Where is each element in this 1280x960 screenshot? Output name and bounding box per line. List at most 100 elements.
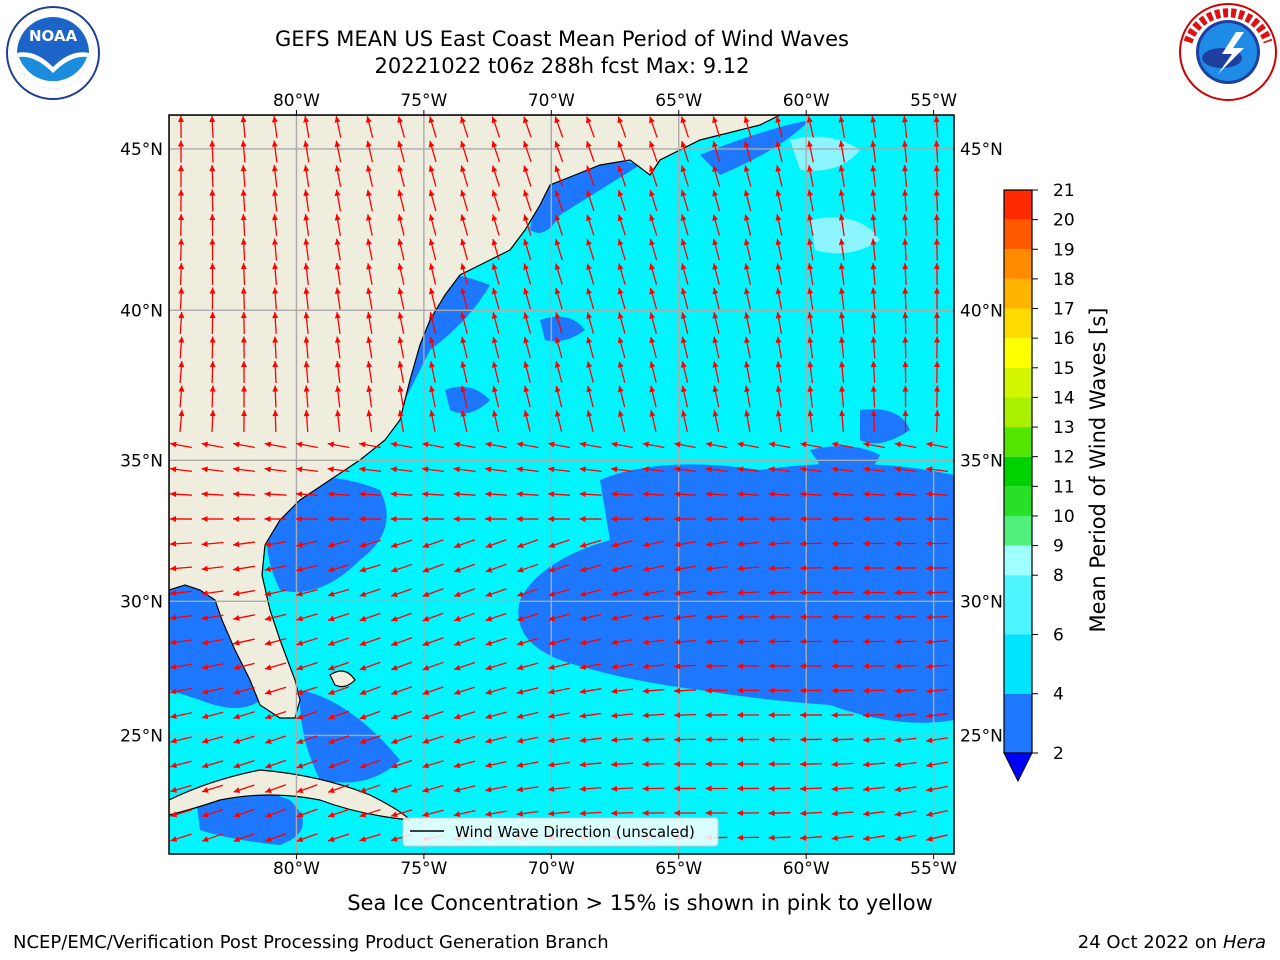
wind-arrow-head	[705, 614, 712, 621]
wind-arrow-head	[902, 312, 909, 319]
wind-arrow-head	[328, 689, 335, 696]
wind-arrow-head	[902, 287, 909, 294]
wind-arrow-head	[359, 466, 366, 473]
legend-label: Wind Wave Direction (unscaled)	[455, 823, 695, 841]
wind-arrow-head	[178, 287, 185, 294]
wind-arrow-head	[838, 263, 845, 270]
wind-arrow-head	[523, 312, 530, 319]
wind-arrow-head	[863, 736, 870, 743]
wind-arrow-head	[800, 687, 807, 694]
wind-arrow-head	[775, 116, 782, 123]
wind-arrow-head	[454, 664, 461, 671]
wind-arrow-head	[680, 312, 687, 319]
lon-tick-bottom: 70°W	[528, 859, 575, 879]
wind-arrow-head	[296, 811, 304, 818]
wind-arrow-head	[712, 287, 719, 295]
wind-arrow-head	[831, 515, 838, 522]
wind-arrow-head	[460, 116, 466, 124]
wind-arrow-head	[422, 786, 430, 793]
wind-arrow-head	[838, 165, 845, 172]
wind-arrow-head	[272, 336, 279, 343]
wind-arrow-head	[201, 590, 208, 597]
wind-arrow-head	[705, 687, 712, 694]
wind-arrow-head	[642, 515, 649, 522]
wind-arrow-head	[422, 491, 429, 498]
wind-arrow-head	[768, 540, 775, 547]
wind-arrow-head	[863, 687, 870, 694]
colorbar-tick-label: 2	[1053, 744, 1064, 764]
wind-arrow-head	[428, 189, 435, 197]
wind-arrow-head	[422, 466, 429, 473]
wind-arrow-head	[674, 491, 681, 498]
wind-arrow-head	[863, 466, 870, 473]
wind-arrow-head	[894, 466, 901, 473]
wind-arrow-head	[586, 190, 592, 197]
wind-arrow-head	[934, 336, 941, 343]
wind-arrow-head	[831, 441, 839, 448]
wind-arrow-head	[460, 385, 467, 393]
wind-arrow-head	[548, 591, 556, 597]
wind-arrow-head	[768, 761, 775, 768]
wind-arrow-head	[642, 761, 649, 768]
wind-arrow-head	[737, 736, 744, 743]
wind-arrow-head	[705, 491, 712, 498]
wind-arrow-head	[800, 834, 807, 841]
wind-arrow-head	[586, 263, 592, 271]
wind-arrow-head	[617, 361, 624, 368]
wind-arrow-head	[649, 141, 655, 148]
wind-arrow-head	[265, 738, 272, 744]
wind-arrow-head	[272, 410, 279, 417]
wind-arrow-head	[579, 737, 586, 744]
lon-tick-bottom: 65°W	[655, 859, 702, 879]
wind-arrow-head	[743, 116, 750, 124]
wind-arrow-head	[233, 441, 240, 448]
wind-arrow-head	[359, 664, 367, 671]
wind-arrow-head	[926, 761, 933, 768]
wind-arrow-head	[870, 116, 877, 123]
wind-arrow-head	[926, 786, 933, 793]
wind-arrow-head	[296, 590, 303, 597]
lat-tick-left: 35°N	[120, 451, 163, 471]
wind-arrow-head	[548, 712, 555, 719]
wind-arrow-head	[548, 542, 556, 548]
wind-arrow-head	[178, 361, 185, 368]
wind-arrow-head	[422, 615, 430, 622]
wind-arrow-head	[397, 238, 404, 246]
wind-arrow-head	[177, 140, 184, 147]
wind-arrow-head	[359, 441, 366, 448]
wind-arrow-head	[453, 713, 461, 720]
wind-arrow-head	[680, 287, 687, 295]
wind-arrow-head	[800, 466, 807, 473]
wind-arrow-head	[768, 785, 775, 792]
wind-arrow-head	[359, 738, 367, 745]
wind-arrow-head	[264, 664, 272, 671]
wind-arrow-head	[674, 541, 681, 548]
wind-arrow-head	[617, 336, 624, 344]
wind-arrow-head	[705, 761, 712, 768]
wind-arrow-head	[397, 165, 404, 172]
wind-arrow-head	[391, 787, 398, 793]
wind-arrow-head	[737, 810, 744, 817]
wind-arrow-head	[554, 361, 561, 368]
wind-arrow-head	[201, 713, 209, 720]
wind-arrow-head	[391, 713, 398, 720]
wind-arrow-head	[768, 810, 775, 817]
wind-arrow-head	[894, 810, 902, 817]
wind-arrow-head	[680, 336, 687, 344]
wind-arrow-head	[611, 761, 618, 768]
wind-arrow-head	[768, 614, 775, 621]
wind-arrow-head	[201, 565, 208, 572]
wind-arrow-head	[453, 737, 461, 744]
wind-arrow-head	[839, 410, 846, 417]
colorbar-segment	[1004, 693, 1032, 753]
wind-direction-arrows	[169, 115, 949, 843]
wind-arrow-head	[807, 238, 814, 246]
wind-arrow-head	[902, 165, 909, 172]
wind-arrow-head	[894, 441, 902, 448]
wind-arrow-head	[585, 116, 592, 124]
wind-arrow-head	[460, 214, 467, 222]
wind-arrow-head	[548, 491, 555, 498]
wind-arrow-head	[586, 141, 592, 148]
wind-arrow-head	[586, 385, 593, 393]
wind-arrow-head	[933, 263, 940, 270]
